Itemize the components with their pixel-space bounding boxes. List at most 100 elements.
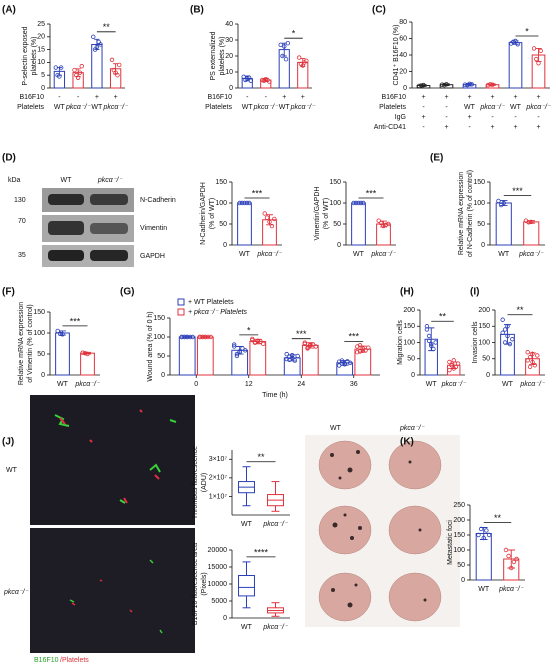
y-tick-label: 50 <box>482 356 490 363</box>
panel-label: (J) <box>2 437 14 448</box>
blot-marker: 70 <box>18 218 26 225</box>
y-tick-label: 150 <box>329 179 341 186</box>
y-tick-label: 100 <box>329 200 341 207</box>
data-point <box>85 351 90 357</box>
data-point <box>501 200 506 206</box>
y-tick-label: 40 <box>225 21 233 28</box>
data-point <box>117 62 122 68</box>
y-tick-label: 50 <box>457 562 465 569</box>
condition-value: + <box>444 124 448 131</box>
data-point <box>241 74 246 79</box>
y-tick-label: 50 <box>477 221 485 228</box>
data-point <box>57 331 63 337</box>
data-point <box>505 333 510 339</box>
condition-value: pkcα⁻/⁻ <box>525 104 552 111</box>
data-point <box>296 55 302 60</box>
data-point <box>75 75 81 80</box>
condition-value: WT <box>464 104 476 111</box>
bar <box>475 533 492 581</box>
data-point <box>507 341 513 347</box>
condition-value: pkcα⁻/⁻ <box>103 104 130 111</box>
bar <box>523 221 540 246</box>
condition-value: + <box>536 124 540 131</box>
data-point <box>510 337 515 342</box>
data-point <box>280 53 285 59</box>
bar <box>495 202 512 246</box>
data-point <box>478 526 484 532</box>
condition-value: + <box>490 124 494 131</box>
y-tick-label: 20 <box>37 34 45 41</box>
bar <box>196 336 214 376</box>
data-point <box>283 57 289 62</box>
significance-label: *** <box>366 188 377 198</box>
y-axis-label: Wound area (% of 0 h) <box>147 311 154 381</box>
y-tick-label: 80 <box>399 19 407 26</box>
y-axis-label: (Pixels) <box>201 572 208 595</box>
y-axis-label: N-Cadherin/GAPDH <box>200 182 207 245</box>
condition-value: - <box>537 114 540 121</box>
x-tick-label: WT <box>241 624 253 631</box>
data-point <box>353 200 359 206</box>
x-tick-label: WT <box>502 381 514 388</box>
data-point <box>442 82 447 88</box>
x-tick-label: pkcα⁻/⁻ <box>256 251 283 258</box>
legend-swatch <box>177 308 185 316</box>
bar <box>55 332 70 376</box>
condition-value: WT <box>91 104 103 111</box>
condition-label: B16F10 <box>207 94 232 101</box>
data-point <box>416 83 422 89</box>
y-tick-label: 150 <box>153 315 165 322</box>
error-bar <box>489 83 496 86</box>
data-point <box>267 79 272 84</box>
condition-value: pkcα⁻/⁻ <box>253 104 280 111</box>
data-point <box>313 344 319 349</box>
significance-label: ** <box>439 312 447 322</box>
y-axis-label: of N-Cadherin (% of control) <box>467 170 474 257</box>
panel-label: (D) <box>2 153 16 164</box>
y-tick-label: 150 <box>403 323 415 330</box>
y-tick-label: 0 <box>223 242 227 249</box>
data-point <box>509 565 514 571</box>
x-tick-label: WT <box>353 251 365 258</box>
y-tick-label: 100 <box>215 200 227 207</box>
data-point <box>243 348 248 353</box>
data-point <box>336 363 342 368</box>
y-tick-label: 0 <box>486 372 490 379</box>
data-point <box>295 353 300 359</box>
data-point <box>531 46 537 51</box>
x-tick-label: pkcα⁻/⁻ <box>74 381 101 388</box>
data-point <box>366 345 371 350</box>
error-bar <box>201 336 210 338</box>
y-tick-label: 0 <box>411 372 415 379</box>
data-point <box>511 39 516 44</box>
y-tick-label: 0 <box>41 85 45 92</box>
panel-label: (B) <box>190 5 204 16</box>
condition-value: + <box>421 94 425 101</box>
data-point <box>500 330 505 335</box>
bar <box>351 202 366 246</box>
significance-label: * <box>525 26 529 36</box>
data-point <box>284 351 289 357</box>
data-point <box>502 340 508 345</box>
data-point <box>351 200 356 206</box>
y-tick-label: 20000 <box>208 547 228 554</box>
y-axis-label: Relative mRNA expression <box>458 172 465 255</box>
condition-value: - <box>445 114 448 121</box>
data-point <box>94 44 100 50</box>
bar <box>237 202 252 246</box>
data-point <box>439 82 445 87</box>
x-tick-label: 24 <box>297 381 305 388</box>
x-tick-label: WT <box>426 381 438 388</box>
significance-label: ** <box>494 513 502 523</box>
condition-label: Anti-CD41 <box>374 124 406 131</box>
condition-value: WT <box>242 104 254 111</box>
data-point <box>80 350 85 355</box>
data-point <box>378 220 384 226</box>
data-point <box>77 70 83 75</box>
data-point <box>429 341 434 347</box>
condition-value: - <box>246 94 249 101</box>
panel-label: (G) <box>120 287 134 298</box>
condition-value: + <box>95 94 99 101</box>
bar <box>80 352 95 376</box>
data-point <box>269 223 275 229</box>
